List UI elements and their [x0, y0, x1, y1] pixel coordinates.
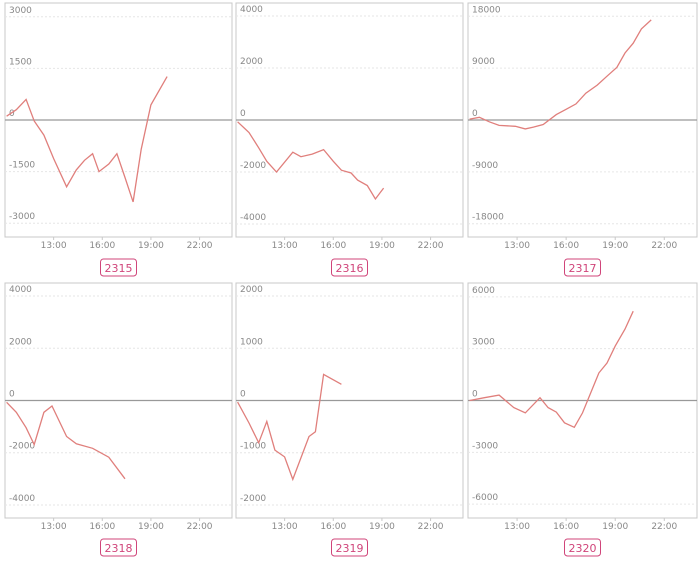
data-line: [237, 373, 342, 482]
y-tick-label: 4000: [9, 285, 32, 295]
x-tick-label: 19:00: [138, 522, 164, 532]
x-tick-label: 19:00: [138, 241, 164, 251]
x-tick-label: 22:00: [187, 522, 213, 532]
y-tick-label: 2000: [240, 285, 263, 295]
y-tick-label: 1000: [240, 337, 263, 347]
y-tick-label: -2000: [240, 494, 266, 504]
title-box: [564, 538, 601, 557]
y-tick-label: -2000: [9, 442, 35, 452]
y-tick-label: 0: [240, 109, 246, 119]
y-tick-label: 9000: [472, 57, 495, 67]
y-tick-label: -3000: [472, 441, 498, 451]
y-tick-label: -9000: [472, 161, 498, 171]
y-tick-label: -4000: [9, 494, 35, 504]
y-tick-label: 3000: [9, 6, 32, 16]
panel-title: 2319: [336, 542, 364, 555]
title-box: [331, 258, 368, 277]
data-line: [469, 19, 652, 130]
y-tick-label: -4000: [240, 213, 266, 223]
data-line: [469, 310, 634, 429]
x-tick-label: 19:00: [602, 522, 628, 532]
y-tick-label: 2000: [9, 337, 32, 347]
x-tick-label: 19:00: [602, 241, 628, 251]
y-tick-label: 6000: [472, 286, 495, 296]
x-tick-label: 13:00: [504, 522, 530, 532]
x-tick-label: 13:00: [41, 241, 67, 251]
y-tick-label: 1500: [9, 57, 32, 67]
y-tick-label: -1000: [240, 442, 266, 452]
y-tick-label: 0: [472, 390, 478, 400]
panel-title: 2316: [336, 262, 364, 275]
x-tick-label: 22:00: [418, 522, 444, 532]
y-tick-label: 0: [472, 109, 478, 119]
y-tick-label: 0: [9, 109, 15, 119]
x-tick-label: 22:00: [651, 241, 677, 251]
title-box: [331, 538, 368, 557]
x-tick-label: 13:00: [272, 241, 298, 251]
y-tick-label: -6000: [472, 493, 498, 503]
data-line: [6, 76, 168, 203]
x-tick-label: 13:00: [504, 241, 530, 251]
x-tick-label: 16:00: [320, 522, 346, 532]
y-tick-label: 3000: [472, 338, 495, 348]
x-tick-label: 13:00: [272, 522, 298, 532]
x-tick-label: 19:00: [369, 522, 395, 532]
data-line: [6, 401, 126, 480]
y-tick-label: 0: [240, 390, 246, 400]
data-line: [237, 121, 385, 201]
title-box: [564, 258, 601, 277]
y-tick-label: -2000: [240, 161, 266, 171]
title-box: [100, 258, 137, 277]
y-tick-label: -3000: [9, 212, 35, 222]
x-tick-label: 16:00: [553, 522, 579, 532]
x-tick-label: 22:00: [418, 241, 444, 251]
y-tick-label: 18000: [472, 5, 501, 15]
x-tick-label: 22:00: [187, 241, 213, 251]
title-box: [100, 538, 137, 557]
x-tick-label: 13:00: [41, 522, 67, 532]
y-tick-label: 4000: [240, 5, 263, 15]
x-tick-label: 16:00: [89, 522, 115, 532]
x-tick-label: 22:00: [651, 522, 677, 532]
panel-title: 2320: [569, 542, 597, 555]
x-tick-label: 16:00: [320, 241, 346, 251]
panel-title: 2315: [105, 262, 133, 275]
panel-title: 2317: [569, 262, 597, 275]
y-tick-label: -1500: [9, 161, 35, 171]
panel-title: 2318: [105, 542, 133, 555]
y-tick-label: 2000: [240, 57, 263, 67]
y-tick-label: 0: [9, 390, 15, 400]
x-tick-label: 16:00: [89, 241, 115, 251]
y-tick-label: -18000: [472, 213, 504, 223]
x-tick-label: 19:00: [369, 241, 395, 251]
x-tick-label: 16:00: [553, 241, 579, 251]
